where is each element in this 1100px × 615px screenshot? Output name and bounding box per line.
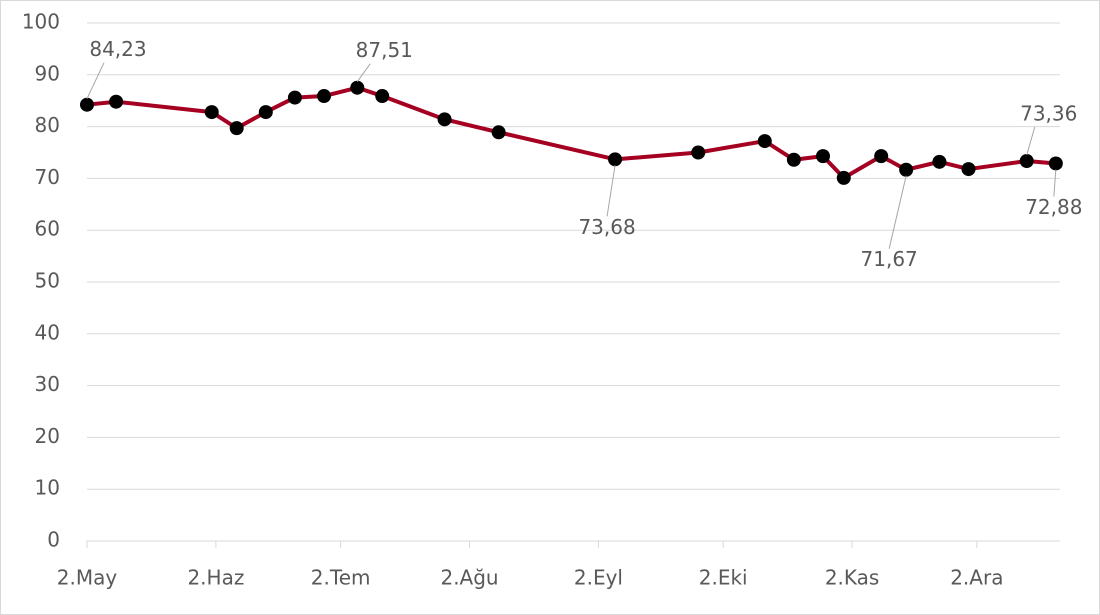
marker <box>229 121 244 136</box>
marker <box>1019 153 1034 168</box>
y-tick-label: 20 <box>35 424 60 448</box>
marker <box>874 149 889 164</box>
leader-line <box>86 62 105 99</box>
marker <box>786 152 801 167</box>
x-tick-label: 2.Eki <box>699 566 748 590</box>
x-tick-label: 2.Tem <box>311 566 371 590</box>
marker <box>757 134 772 149</box>
marker <box>899 162 914 177</box>
x-tick-label: 2.Eyl <box>574 566 623 590</box>
data-label: 87,51 <box>356 38 413 62</box>
marker <box>258 105 273 120</box>
y-tick-label: 0 <box>47 528 60 552</box>
marker <box>80 97 94 112</box>
y-tick-label: 90 <box>35 61 60 85</box>
x-tick-label: 2.Ara <box>950 566 1003 590</box>
marker <box>691 145 706 160</box>
y-tick-label: 100 <box>22 10 60 34</box>
y-tick-label: 80 <box>35 113 60 137</box>
leader-line <box>606 165 616 217</box>
marker <box>608 152 623 167</box>
marker <box>350 80 365 95</box>
marker <box>204 105 219 120</box>
y-tick-label: 50 <box>35 269 60 293</box>
marker <box>836 170 851 185</box>
data-label: 71,67 <box>861 247 918 271</box>
marker <box>317 89 332 104</box>
leader-line <box>1053 169 1057 197</box>
marker <box>491 125 506 140</box>
data-label: 73,36 <box>1020 101 1077 125</box>
y-tick-label: 40 <box>35 320 60 344</box>
y-tick-label: 70 <box>35 165 60 189</box>
leader-line <box>888 175 907 249</box>
data-label: 73,68 <box>578 215 635 239</box>
x-tick-label: 2.Haz <box>187 566 244 590</box>
marker <box>375 89 390 104</box>
marker <box>961 162 976 177</box>
data-label: 84,23 <box>89 37 146 61</box>
marker <box>932 154 947 169</box>
marker <box>815 149 830 164</box>
marker <box>287 90 302 105</box>
x-tick-label: 2.May <box>57 566 118 590</box>
marker <box>1048 156 1063 171</box>
marker <box>437 112 452 127</box>
data-label: 72,88 <box>1025 195 1082 219</box>
y-tick-label: 10 <box>35 476 60 500</box>
leader-line <box>356 63 371 82</box>
leader-line <box>1026 126 1036 156</box>
x-tick-label: 2.Ağu <box>440 566 498 590</box>
y-tick-label: 60 <box>35 217 60 241</box>
x-tick-label: 2.Kas <box>825 566 880 590</box>
y-tick-label: 30 <box>35 372 60 396</box>
marker <box>109 94 124 109</box>
